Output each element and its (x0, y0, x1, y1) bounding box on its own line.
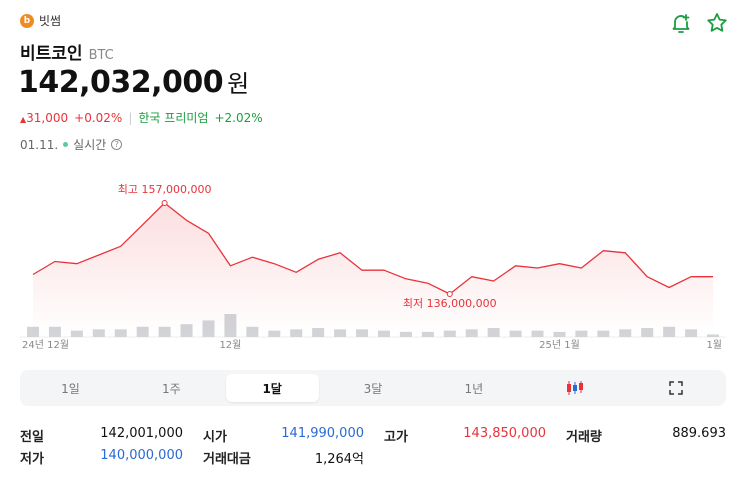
x-tick-label: 24년 12월 (22, 339, 69, 351)
stat-volume: 거래량 889.693 (566, 425, 726, 445)
stat-turnover: 거래대금 1,264억 (203, 451, 364, 467)
x-tick-label: 1월 (706, 339, 722, 351)
bell-plus-icon[interactable] (669, 11, 693, 35)
x-tick-labels: 24년 12월 12월 25년 1월 1월 (22, 339, 722, 351)
chart-annotations: 최고 157,000,000 최저 136,000,000 (118, 183, 497, 310)
price-unit: 원 (227, 70, 250, 98)
period-tab-1m[interactable]: 1달 (225, 374, 319, 402)
x-tick-label: 25년 1월 (539, 339, 580, 351)
stat-open: 시가 141,990,000 (203, 425, 364, 445)
period-tab-1w[interactable]: 1주 (161, 381, 181, 396)
period-tab-1y[interactable]: 1년 (464, 381, 484, 396)
header-actions (669, 11, 729, 35)
fullscreen-button[interactable] (629, 374, 722, 402)
high-annotation-label: 최고 157,000,000 (118, 183, 212, 196)
timestamp-row: 01.11. 실시간 ? (20, 136, 123, 153)
price-line (32, 202, 713, 295)
price-area (33, 203, 713, 337)
change-percent: +0.02% (74, 110, 123, 125)
stats-row-1: 전일 142,001,000 시가 141,990,000 고가 143,850… (20, 424, 726, 446)
price-value: 142,032,000 (18, 65, 224, 100)
coin-title: 비트코인 BTC (20, 39, 114, 64)
x-tick-label: 12월 (219, 339, 241, 351)
low-annotation-marker (446, 291, 453, 297)
live-label: 실시간 (73, 138, 107, 152)
current-price: 142,032,000 원 (18, 64, 249, 100)
stat-prev-close: 전일 142,001,000 (20, 425, 183, 445)
price-change: ▲31,000 +0.02% | 한국 프리미엄 +2.02% (20, 109, 263, 126)
bithumb-logo-icon: b (20, 13, 34, 28)
coin-name: 비트코인 (20, 44, 83, 64)
up-triangle-icon: ▲ (20, 114, 27, 124)
candlestick-toggle[interactable] (528, 374, 621, 402)
live-dot-icon (63, 142, 69, 147)
period-tab-1d[interactable]: 1일 (61, 381, 80, 396)
date-label: 01.11. (20, 137, 59, 152)
expand-icon (668, 381, 683, 395)
exchange-badge: b 빗썸 (20, 12, 61, 29)
stat-high: 고가 143,850,000 (384, 425, 546, 445)
coin-symbol: BTC (88, 48, 114, 63)
period-selector: 1일 1주 1달 3달 1년 (20, 370, 726, 406)
stat-low: 저가 140,000,000 (20, 447, 183, 467)
low-annotation-label: 최저 136,000,000 (403, 297, 497, 310)
candlestick-icon (566, 381, 583, 395)
exchange-name: 빗썸 (39, 14, 62, 28)
period-tab-3m[interactable]: 3달 (363, 381, 383, 396)
change-amount-group: ▲31,000 (20, 111, 68, 125)
price-stats: 전일 142,001,000 시가 141,990,000 고가 143,850… (20, 424, 726, 468)
stats-row-2: 저가 140,000,000 거래대금 1,264억 (20, 446, 726, 468)
high-annotation-marker (161, 200, 168, 206)
change-amount: 31,000 (26, 110, 69, 125)
star-icon[interactable] (705, 11, 729, 35)
divider: | (128, 110, 133, 125)
premium-label[interactable]: 한국 프리미엄 (138, 111, 209, 125)
premium-value: +2.02% (214, 110, 263, 125)
info-icon[interactable]: ? (111, 139, 123, 150)
